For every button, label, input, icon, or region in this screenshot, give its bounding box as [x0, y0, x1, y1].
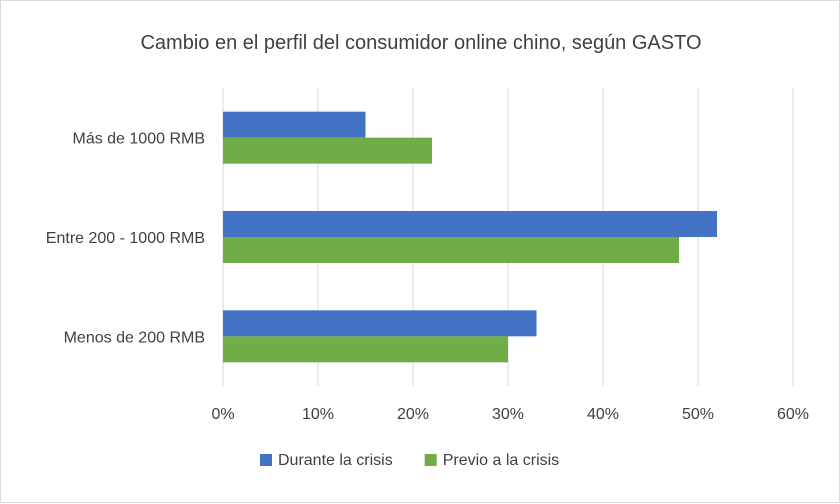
x-tick-label: 60%	[777, 406, 809, 423]
legend-swatch	[260, 454, 272, 466]
x-tick-label: 20%	[397, 406, 429, 423]
x-tick-label: 0%	[211, 406, 234, 423]
bar	[223, 137, 432, 164]
bar	[223, 211, 717, 237]
bar	[223, 237, 679, 263]
legend: Durante la crisis Previo a la crisis	[260, 452, 559, 469]
x-tick-label: 40%	[587, 406, 619, 423]
legend-swatch	[424, 454, 437, 466]
x-tick-label: 30%	[492, 406, 524, 423]
chart-title: Cambio en el perfil del consumidor onlin…	[140, 32, 701, 54]
bar	[223, 310, 537, 337]
bar	[223, 336, 508, 363]
bars	[223, 111, 717, 363]
bar	[223, 111, 366, 138]
x-tick-label: 50%	[682, 406, 714, 423]
y-tick-label: Más de 1000 RMB	[72, 131, 205, 148]
x-axis-labels: 0% 10% 20% 30% 40% 50% 60%	[211, 406, 809, 423]
legend-label: Durante la crisis	[278, 452, 393, 469]
y-tick-label: Menos de 200 RMB	[64, 329, 205, 346]
y-axis-labels: Más de 1000 RMB Entre 200 - 1000 RMB Menos…	[46, 131, 205, 347]
x-tick-label: 10%	[302, 406, 334, 423]
legend-label: Previo a la crisis	[443, 452, 559, 469]
y-tick-label: Entre 200 - 1000 RMB	[46, 230, 205, 247]
